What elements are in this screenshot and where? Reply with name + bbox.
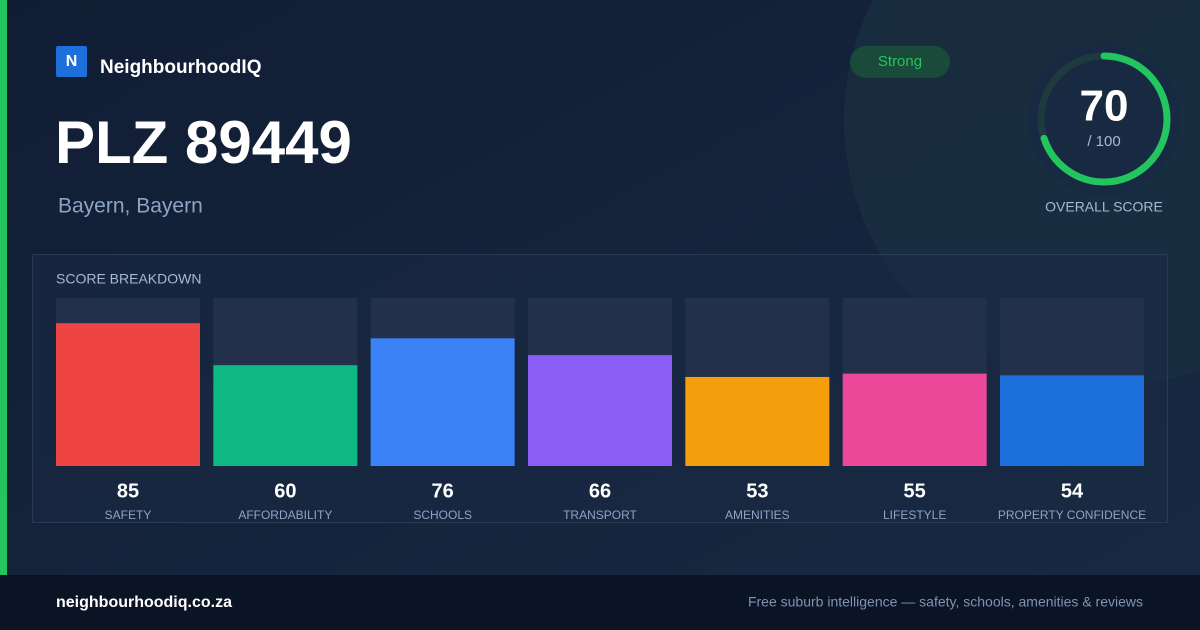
bar-label: SAFETY bbox=[105, 508, 152, 522]
bar bbox=[842, 373, 987, 466]
badge-text: Strong bbox=[878, 53, 922, 70]
score-ring-group bbox=[1037, 52, 1171, 186]
bar-value: 55 bbox=[904, 480, 926, 502]
bar-label: AFFORDABILITY bbox=[238, 508, 332, 522]
footer-tagline: Free suburb intelligence — safety, schoo… bbox=[748, 594, 1143, 610]
bars: 85 SAFETY 60 AFFORDABILITY 76 SCHOOLS 66 TRANSP… bbox=[56, 298, 1146, 522]
bar-value: 76 bbox=[432, 480, 454, 502]
bar bbox=[213, 365, 358, 466]
bar bbox=[56, 323, 200, 466]
bar-value: 85 bbox=[117, 480, 139, 502]
bar bbox=[685, 376, 830, 466]
badge bbox=[850, 46, 950, 78]
brand-name: NeighbourhoodIQ bbox=[100, 57, 261, 78]
overall-out-of: / 100 bbox=[1087, 133, 1120, 150]
bar-label: AMENITIES bbox=[725, 508, 790, 522]
footer bbox=[0, 575, 1200, 630]
bar-value: 66 bbox=[589, 480, 611, 502]
bar bbox=[370, 338, 515, 466]
bar-value: 53 bbox=[746, 480, 768, 502]
logo-box bbox=[56, 46, 87, 77]
bar-label: TRANSPORT bbox=[563, 508, 637, 522]
bar bbox=[528, 355, 672, 466]
breakdown-title: SCORE BREAKDOWN bbox=[56, 271, 201, 287]
bar-value: 60 bbox=[274, 480, 296, 502]
subtitle: Bayern, Bayern bbox=[58, 195, 203, 218]
overall-score: 70 bbox=[1080, 82, 1129, 131]
score-ring bbox=[1037, 52, 1171, 186]
bar-label: PROPERTY CONFIDENCE bbox=[998, 508, 1146, 522]
score-bg bbox=[1028, 43, 1180, 195]
logo: N bbox=[66, 53, 78, 70]
bar-label: LIFESTYLE bbox=[883, 508, 946, 522]
bar-label: SCHOOLS bbox=[413, 508, 472, 522]
bar-value: 54 bbox=[1061, 480, 1084, 502]
footer-url: neighbourhoodiq.co.za bbox=[56, 594, 232, 611]
bar bbox=[1000, 375, 1144, 466]
accent-stripe bbox=[0, 0, 7, 575]
page-title: PLZ 89449 bbox=[55, 109, 352, 176]
overall-label: OVERALL SCORE bbox=[1045, 199, 1163, 215]
